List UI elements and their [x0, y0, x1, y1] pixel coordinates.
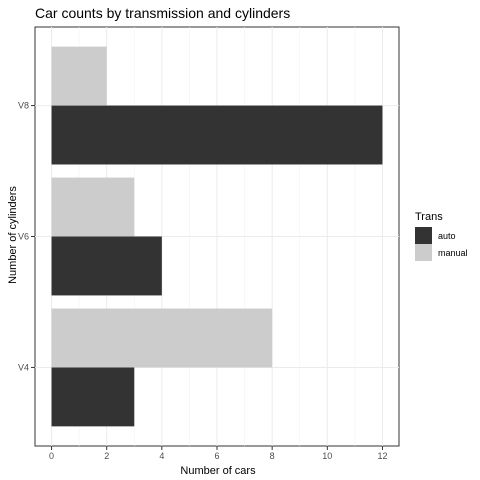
bar-manual-V8	[51, 46, 107, 106]
chart-title: Car counts by transmission and cylinders	[35, 5, 290, 21]
bar-auto-V4	[51, 367, 135, 427]
bar-auto-V6	[51, 236, 162, 296]
legend-key-auto	[415, 227, 432, 244]
bar-auto-V8	[51, 105, 383, 165]
legend: Trans auto manual	[415, 211, 468, 261]
legend-key-manual	[415, 244, 432, 261]
y-axis-title: Number of cylinders	[7, 186, 19, 284]
x-tick-label: 2	[104, 451, 109, 461]
x-axis-title: Number of cars	[180, 465, 256, 477]
y-axis-ticks: V4 V6 V8	[18, 101, 35, 372]
x-tick-label: 6	[214, 451, 219, 461]
legend-label-manual: manual	[438, 248, 468, 258]
y-tick-label: V6	[18, 232, 29, 242]
legend-label-auto: auto	[438, 231, 456, 241]
x-tick-label: 12	[377, 451, 387, 461]
legend-title: Trans	[415, 211, 443, 223]
x-tick-label: 8	[270, 451, 275, 461]
y-tick-label: V8	[18, 101, 29, 111]
x-axis-ticks: 0 2 4 6 8 10 12	[49, 446, 387, 461]
bar-manual-V6	[51, 177, 135, 237]
bar-manual-V4	[51, 308, 273, 368]
x-tick-label: 0	[49, 451, 54, 461]
x-tick-label: 10	[322, 451, 332, 461]
x-tick-label: 4	[159, 451, 164, 461]
y-tick-label: V4	[18, 362, 29, 372]
bars	[51, 46, 383, 427]
